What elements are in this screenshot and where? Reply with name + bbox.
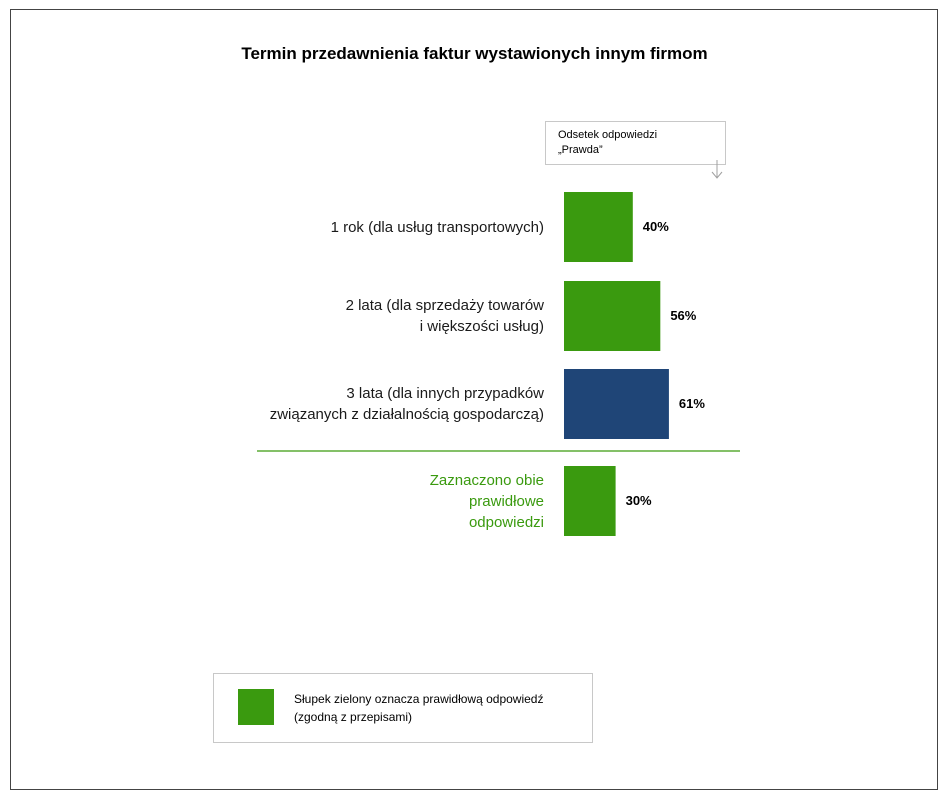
category-label-1: 1 rok (dla usług transportowych) xyxy=(214,217,544,238)
category-label-2-line-1: 2 lata (dla sprzedaży towarów xyxy=(345,297,544,314)
category-label-4-line-3: odpowiedzi xyxy=(468,513,544,531)
category-label-3: 3 lata (dla innych przypadków związanych … xyxy=(214,383,544,425)
column-header-line-2: „Prawda” xyxy=(558,144,603,156)
legend-swatch xyxy=(238,689,274,725)
column-header-line-1: Odsetek odpowiedzi xyxy=(558,129,658,141)
value-label-1: 40% xyxy=(642,219,669,234)
legend-text-line-2: (zgodną z przepisami) xyxy=(294,710,413,724)
category-label-1-line-1: 1 rok (dla usług transportowych) xyxy=(330,218,544,236)
category-label-2-line-2: i większości usług) xyxy=(419,318,544,335)
bar-3 xyxy=(564,369,669,439)
category-label-2: 2 lata (dla sprzedaży towarów i większośc… xyxy=(214,295,544,337)
category-label-3-line-1: 3 lata (dla innych przypadków xyxy=(346,385,544,402)
legend-text-line-1: Słupek zielony oznacza prawidłową odpowi… xyxy=(294,692,544,706)
category-label-3-line-2: związanych z działalnością gospodarczą) xyxy=(269,406,544,423)
category-label-4: Zaznaczono obie prawidłowe odpowiedzi xyxy=(214,470,544,533)
bar-2 xyxy=(564,281,661,351)
column-header: Odsetek odpowiedzi „Prawda” xyxy=(545,121,726,165)
legend-text: Słupek zielony oznacza prawidłową odpowi… xyxy=(294,690,584,726)
value-label-2: 56% xyxy=(670,308,697,323)
value-label-4: 30% xyxy=(625,493,652,508)
bar-4 xyxy=(564,466,616,536)
chart-title: Termin przedawnienia faktur wystawionych… xyxy=(241,44,708,63)
chart-frame xyxy=(10,9,938,790)
bar-1 xyxy=(564,192,633,262)
legend: Słupek zielony oznacza prawidłową odpowi… xyxy=(213,673,593,743)
value-label-3: 61% xyxy=(678,396,705,411)
down-arrow-icon xyxy=(711,160,723,179)
category-label-4-line-2: prawidłowe xyxy=(468,492,544,510)
category-label-4-line-1: Zaznaczono obie xyxy=(429,471,544,489)
